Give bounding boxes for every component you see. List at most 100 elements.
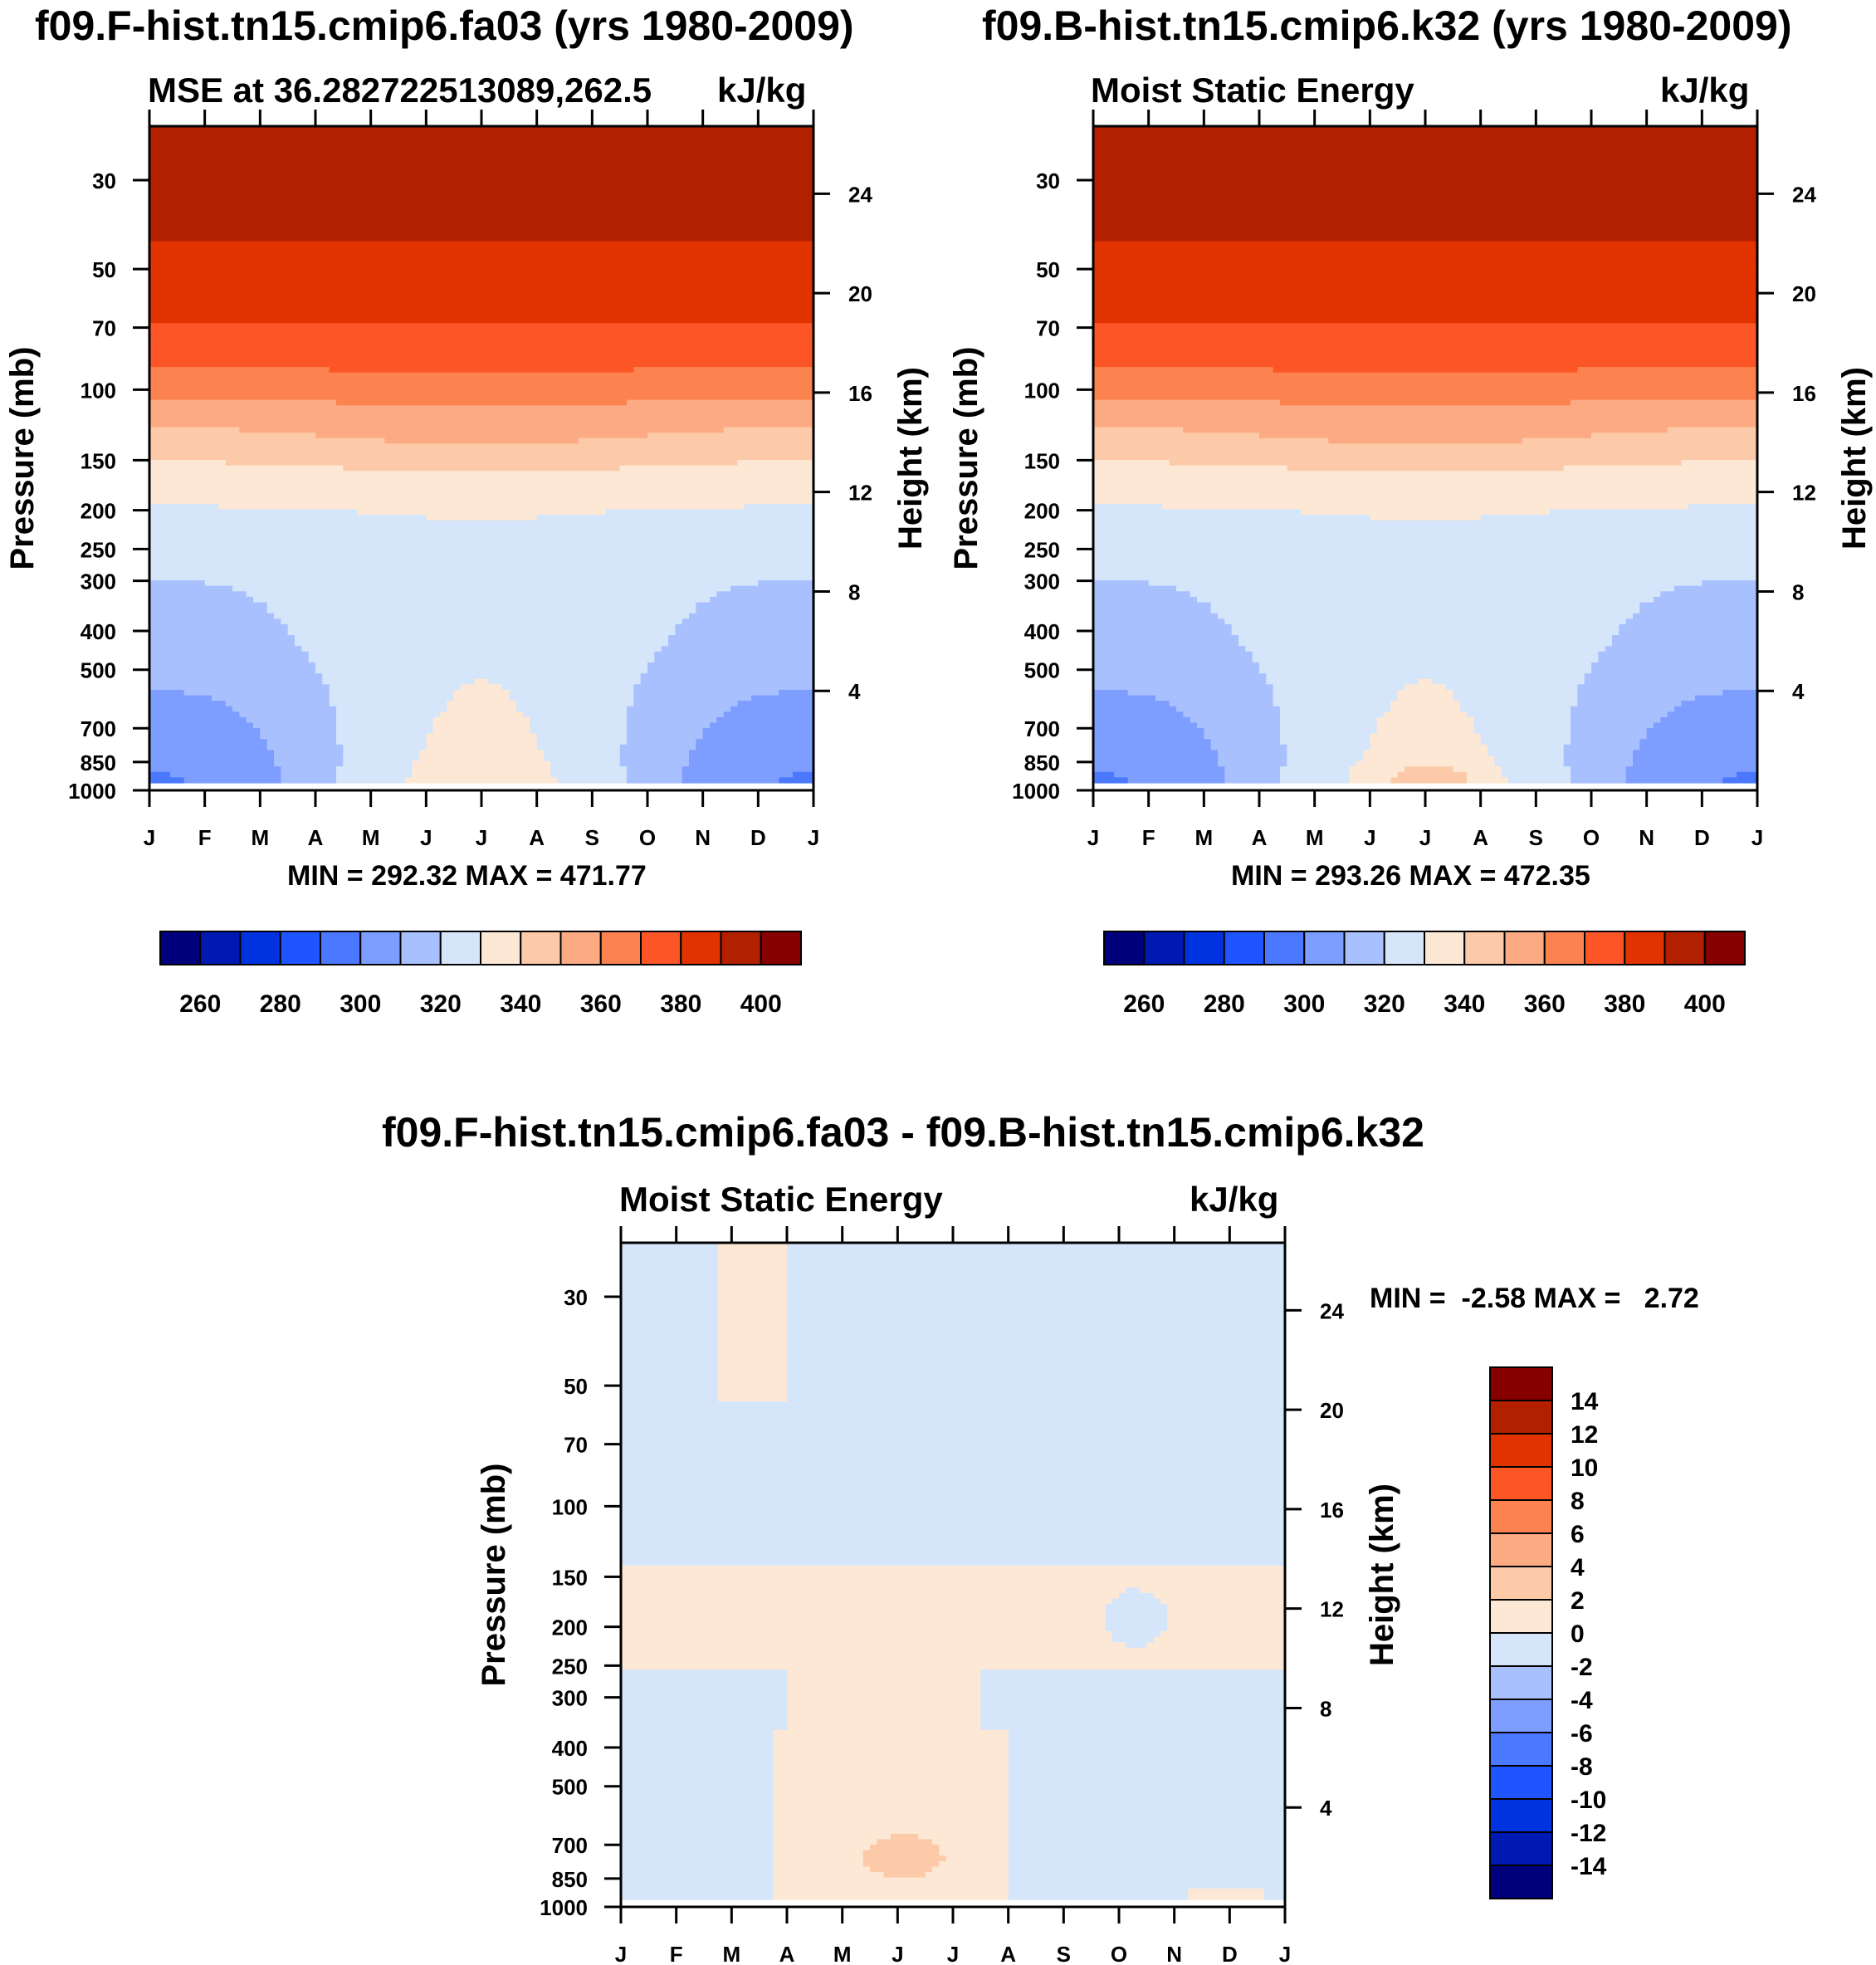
diff-contour-field xyxy=(621,1243,1286,1900)
left-month-label: A xyxy=(308,825,324,850)
left-colorbar-swatch xyxy=(359,931,402,965)
left-colorbar-swatch xyxy=(279,931,321,965)
right-colorbar-swatch xyxy=(1463,931,1506,965)
diff-pressure-axis-title: Pressure (mb) xyxy=(476,1464,512,1687)
diff-colorbar-swatch xyxy=(1489,1599,1553,1634)
right-pressure-axis-title: Pressure (mb) xyxy=(948,347,984,570)
left-pressure-label: 700 xyxy=(81,716,116,741)
diff-height-label: 4 xyxy=(1320,1796,1332,1821)
right-colorbar-label: 360 xyxy=(1524,990,1566,1018)
left-colorbar-label: 260 xyxy=(179,990,221,1018)
left-month-label: M xyxy=(251,825,269,850)
diff-height-axis-title: Height (km) xyxy=(1364,1484,1400,1666)
left-colorbar-swatch xyxy=(480,931,522,965)
diff-month-label: J xyxy=(1279,1942,1291,1965)
left-colorbar-swatch xyxy=(399,931,442,965)
diff-month-label: O xyxy=(1111,1942,1127,1965)
diff-pressure-label: 850 xyxy=(552,1867,588,1892)
right-colorbar-swatch xyxy=(1143,931,1185,965)
diff-month-label: D xyxy=(1222,1942,1238,1965)
diff-colorbar-label: -12 xyxy=(1571,1820,1606,1847)
diff-height-label: 20 xyxy=(1320,1398,1344,1423)
right-pressure-label: 70 xyxy=(1036,316,1060,341)
right-pressure-label: 1000 xyxy=(1012,779,1060,804)
diff-colorbar-swatch xyxy=(1489,1433,1553,1468)
right-height-axis-title: Height (km) xyxy=(1836,367,1873,550)
left-month-label: O xyxy=(639,825,656,850)
right-month-label: M xyxy=(1194,825,1213,850)
right-colorbar-label: 380 xyxy=(1604,990,1645,1018)
right-height-label: 20 xyxy=(1792,281,1816,306)
left-height-axis-title: Height (km) xyxy=(892,367,929,550)
left-month-label: F xyxy=(198,825,212,850)
diff-panel-units: kJ/kg xyxy=(1190,1180,1279,1219)
diff-colorbar-label: 12 xyxy=(1571,1421,1598,1449)
left-pressure-axis-title: Pressure (mb) xyxy=(4,347,41,570)
diff-month-label: J xyxy=(892,1942,903,1965)
left-pressure-label: 250 xyxy=(81,537,116,562)
diff-month-label: J xyxy=(615,1942,627,1965)
right-month-label: F xyxy=(1142,825,1155,850)
right-height-label: 4 xyxy=(1792,679,1805,704)
diff-colorbar-label: 14 xyxy=(1571,1388,1599,1415)
right-pressure-label: 400 xyxy=(1024,619,1060,644)
right-month-label: A xyxy=(1473,825,1488,850)
left-month-label: J xyxy=(476,825,487,850)
right-month-label: O xyxy=(1583,825,1600,850)
diff-colorbar-swatch xyxy=(1489,1699,1553,1733)
right-month-label: J xyxy=(1751,825,1763,850)
diff-pressure-label: 700 xyxy=(552,1833,588,1858)
diff-pressure-label: 70 xyxy=(564,1433,588,1458)
left-colorbar-label: 280 xyxy=(260,990,301,1018)
left-colorbar-swatch xyxy=(720,931,762,965)
left-colorbar-swatch xyxy=(640,931,682,965)
diff-colorbar-label: 10 xyxy=(1571,1454,1598,1482)
right-colorbar-swatch xyxy=(1303,931,1346,965)
left-colorbar-swatch xyxy=(520,931,562,965)
right-colorbar-swatch xyxy=(1343,931,1385,965)
left-colorbar-swatch xyxy=(439,931,481,965)
right-month-label: J xyxy=(1419,825,1431,850)
diff-colorbar-swatch xyxy=(1489,1798,1553,1833)
right-colorbar-swatch xyxy=(1383,931,1425,965)
left-colorbar-swatch xyxy=(599,931,642,965)
left-colorbar-swatch xyxy=(680,931,722,965)
diff-colorbar-label: -10 xyxy=(1571,1787,1606,1814)
left-pressure-label: 300 xyxy=(81,569,116,594)
left-month-label: J xyxy=(420,825,432,850)
right-colorbar-swatch xyxy=(1183,931,1225,965)
left-pressure-label: 400 xyxy=(81,619,116,644)
left-colorbar-label: 400 xyxy=(740,990,782,1018)
diff-pressure-label: 400 xyxy=(552,1736,588,1761)
left-month-label: J xyxy=(808,825,819,850)
right-colorbar-swatch xyxy=(1663,931,1706,965)
left-colorbar-swatch xyxy=(199,931,242,965)
right-colorbar-label: 320 xyxy=(1364,990,1405,1018)
left-height-label: 8 xyxy=(848,579,860,604)
left-colorbar-label: 360 xyxy=(580,990,622,1018)
right-pressure-label: 150 xyxy=(1024,448,1060,473)
diff-colorbar-swatch xyxy=(1489,1499,1553,1534)
diff-colorbar-label: 6 xyxy=(1571,1521,1585,1548)
diff-month-label: J xyxy=(947,1942,959,1965)
left-pressure-label: 500 xyxy=(81,658,116,683)
left-month-label: D xyxy=(750,825,766,850)
left-panel-title: f09.F-hist.tn15.cmip6.fa03 (yrs 1980-200… xyxy=(35,2,854,49)
diff-colorbar-swatch xyxy=(1489,1865,1553,1899)
right-colorbar-label: 340 xyxy=(1444,990,1485,1018)
diff-month-label: S xyxy=(1057,1942,1071,1965)
right-colorbar-swatch xyxy=(1263,931,1306,965)
left-month-label: S xyxy=(585,825,599,850)
left-colorbar-swatch xyxy=(239,931,281,965)
diff-month-label: M xyxy=(722,1942,740,1965)
diff-colorbar-label: 2 xyxy=(1571,1587,1585,1615)
diff-colorbar-label: 8 xyxy=(1571,1488,1585,1515)
left-pressure-label: 30 xyxy=(92,169,116,193)
left-pressure-label: 850 xyxy=(81,750,116,775)
diff-pressure-label: 300 xyxy=(552,1686,588,1711)
right-height-label: 16 xyxy=(1792,381,1816,406)
left-colorbar-swatch xyxy=(320,931,362,965)
left-pressure-label: 100 xyxy=(81,378,116,403)
right-pressure-label: 500 xyxy=(1024,658,1060,683)
right-panel-subtitle: Moist Static Energy xyxy=(1091,71,1414,110)
